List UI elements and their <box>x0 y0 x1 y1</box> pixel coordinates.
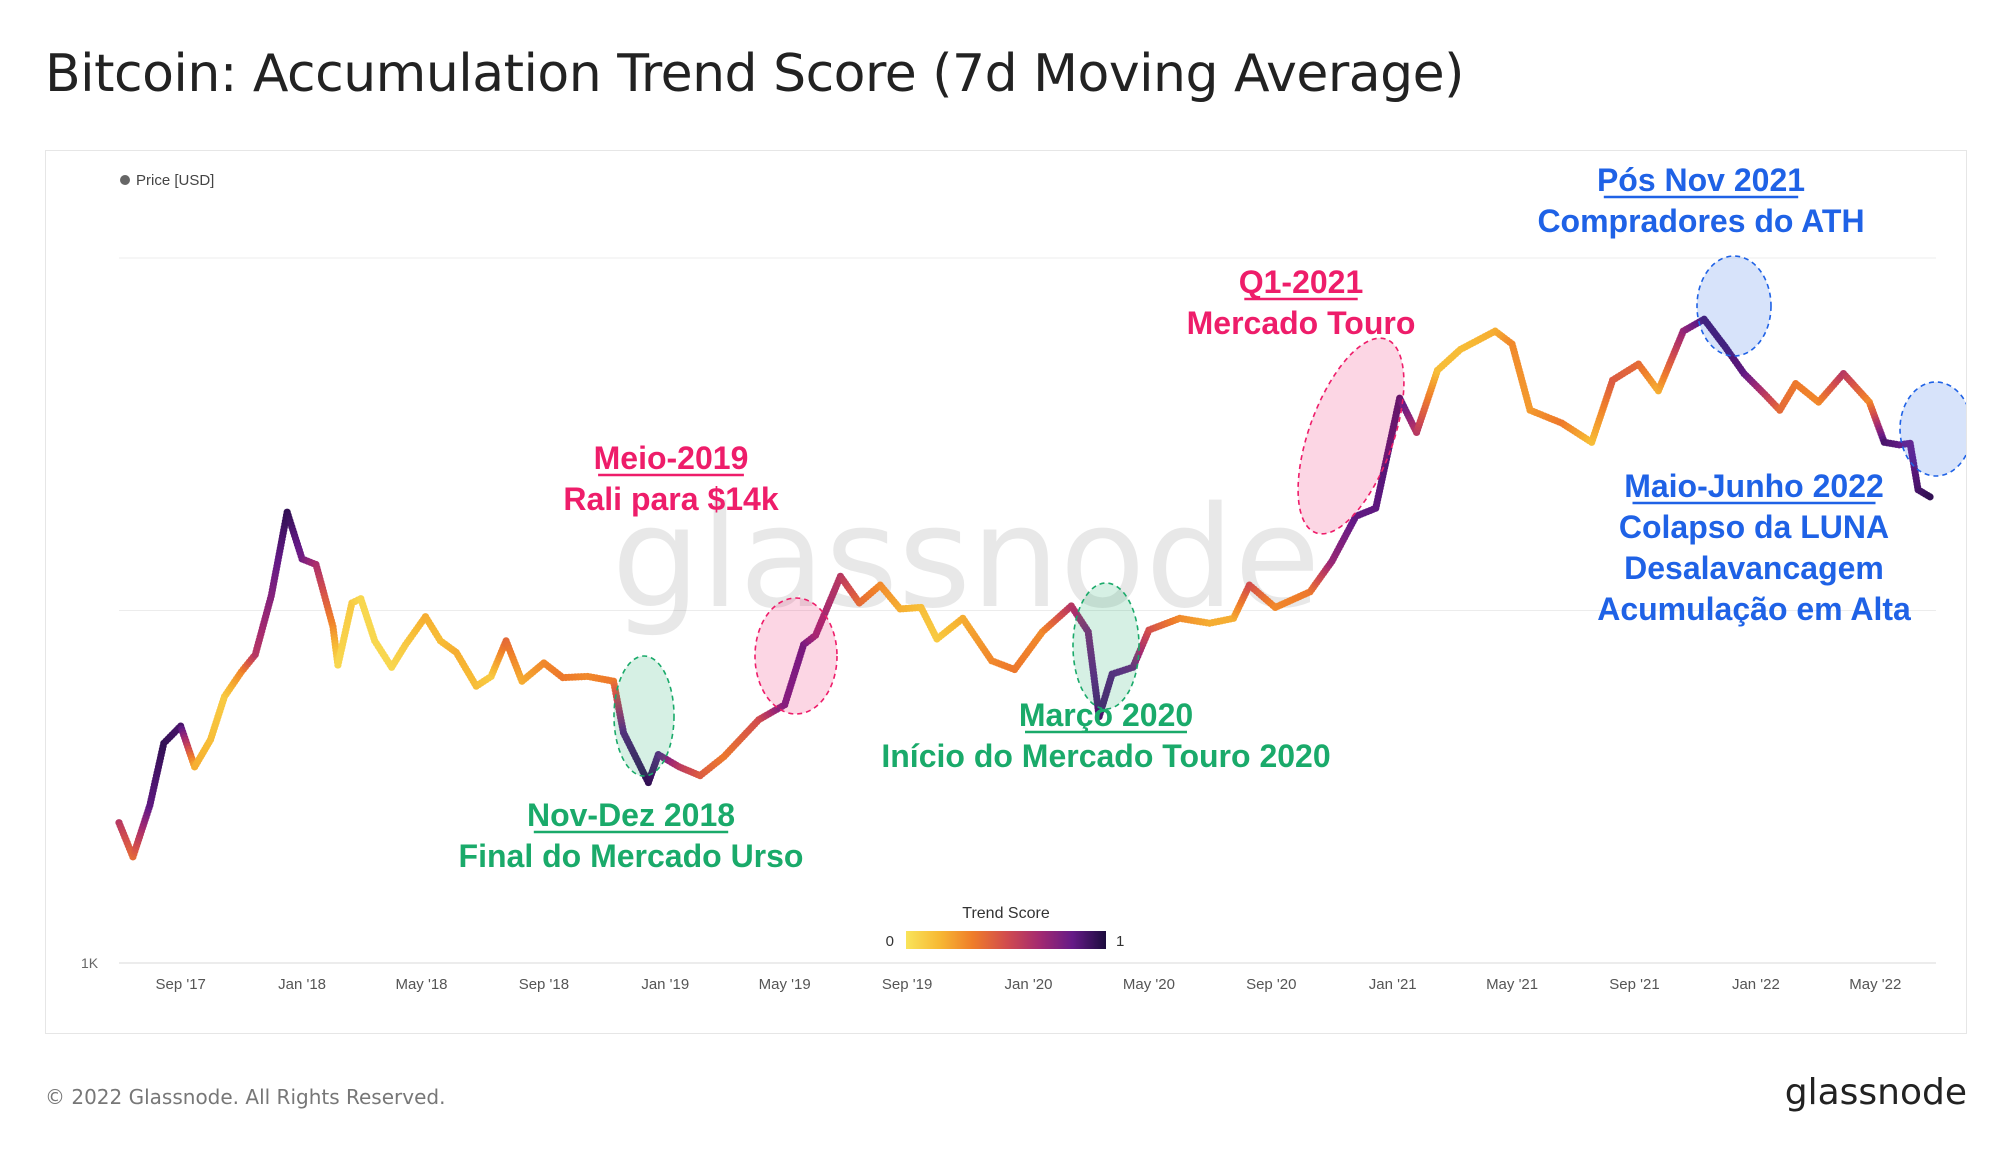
highlight-ellipse <box>1696 255 1772 357</box>
legend-label: Price [USD] <box>136 172 214 189</box>
highlight-ellipse <box>1297 337 1405 535</box>
annotation-text: Março 2020 <box>1019 697 1193 733</box>
x-tick-label: May '19 <box>759 976 811 993</box>
annotation-text: Mercado Touro <box>1187 305 1416 341</box>
highlight-ellipse <box>613 655 675 777</box>
annotation-text: Compradores do ATH <box>1537 203 1864 239</box>
watermark-text: glassnode <box>612 477 1321 640</box>
colorbar-min-label: 0 <box>886 933 894 950</box>
x-tick-label: Sep '17 <box>155 976 205 993</box>
price-dot <box>1926 493 1934 501</box>
annotation-text: Q1-2021 <box>1239 264 1364 300</box>
x-tick-label: Jan '18 <box>278 976 326 993</box>
x-tick-label: Jan '19 <box>641 976 689 993</box>
highlight-ellipse <box>1072 582 1140 710</box>
x-tick-label: May '22 <box>1849 976 1901 993</box>
annotation-text: Início do Mercado Touro 2020 <box>881 738 1330 774</box>
colorbar-max-label: 1 <box>1116 933 1124 950</box>
x-tick-label: Sep '19 <box>882 976 932 993</box>
x-tick-label: Sep '21 <box>1609 976 1659 993</box>
x-tick-label: Sep '20 <box>1246 976 1296 993</box>
annotation-text: Final do Mercado Urso <box>459 838 804 874</box>
colorbar-title: Trend Score <box>962 905 1050 922</box>
annotation-text: Colapso da LUNA <box>1619 509 1889 545</box>
x-tick-label: Sep '18 <box>519 976 569 993</box>
annotation-text: Rali para $14k <box>563 481 778 517</box>
chart-panel: glassnode 1K Sep '17 Jan '18 May '18 Sep '18 J… <box>45 150 1967 1034</box>
highlight-ellipse <box>1899 381 1966 477</box>
annotation-text: Maio-Junho 2022 <box>1624 468 1884 504</box>
x-tick-label: Jan '20 <box>1005 976 1053 993</box>
legend-marker <box>120 175 130 185</box>
annotation-text: Nov-Dez 2018 <box>527 797 735 833</box>
x-tick-label: May '21 <box>1486 976 1538 993</box>
chart-svg: glassnode 1K Sep '17 Jan '18 May '18 Sep '18 J… <box>81 162 1966 993</box>
highlight-ellipse <box>754 597 838 715</box>
copyright-footer: © 2022 Glassnode. All Rights Reserved. <box>45 1085 446 1109</box>
annotation-text: Desalavancagem <box>1624 550 1884 586</box>
x-tick-label: May '18 <box>395 976 447 993</box>
x-tick-label: May '20 <box>1123 976 1175 993</box>
x-tick-label: Jan '22 <box>1732 976 1780 993</box>
page-title: Bitcoin: Accumulation Trend Score (7d Mo… <box>45 44 1464 104</box>
annotation-text: Acumulação em Alta <box>1597 591 1911 627</box>
annotation-text: Meio-2019 <box>594 440 749 476</box>
annotation-text: Pós Nov 2021 <box>1597 162 1805 198</box>
colorbar <box>906 931 1106 949</box>
x-tick-label: Jan '21 <box>1369 976 1417 993</box>
y-tick-label: 1K <box>81 955 99 971</box>
brand-logo: glassnode <box>1784 1072 1967 1113</box>
